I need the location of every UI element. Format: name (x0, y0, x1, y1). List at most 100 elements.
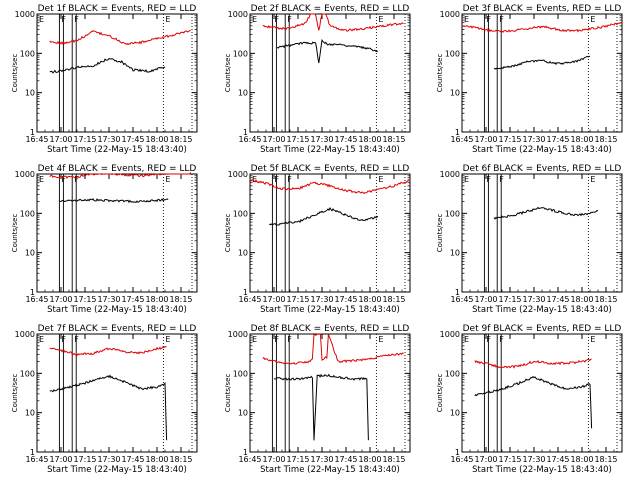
x-tick-label: 17:45 (121, 135, 144, 144)
y-axis-label: Counts/sec (11, 54, 19, 93)
x-tick-label: 16:45 (25, 135, 48, 144)
x-tick-label: 18:00 (358, 295, 381, 304)
plot-frame (461, 13, 623, 133)
x-tick-label: 17:15 (286, 455, 309, 464)
y-tick-label: 10 (450, 249, 460, 258)
y-tick-label: 100 (445, 209, 460, 218)
x-tick-label: 17:00 (262, 295, 285, 304)
x-tick-label: 18:15 (382, 295, 405, 304)
x-axis-label: Start Time (22-May-15 18:43:40) (260, 145, 400, 155)
x-axis-label: Start Time (22-May-15 18:43:40) (47, 305, 187, 315)
x-tick-label: 17:45 (121, 295, 144, 304)
marker-label-f: F (274, 15, 279, 24)
marker-label-f: F (74, 175, 79, 184)
x-tick-label: 17:00 (49, 295, 72, 304)
x-tick-label: 17:15 (73, 455, 96, 464)
y-axis-label: Counts/sec (436, 214, 444, 253)
y-tick-label: 1 (243, 288, 248, 297)
panel-title: Det 2f BLACK = Events, RED = LLD (251, 4, 410, 14)
y-tick-label: 1 (30, 128, 35, 137)
x-tick-label: 17:30 (310, 135, 333, 144)
y-tick-label: 1000 (440, 170, 460, 179)
x-tick-label: 17:45 (334, 455, 357, 464)
y-tick-label: 100 (20, 369, 35, 378)
marker-label-e: E (39, 175, 44, 184)
panel-title: Det 7f BLACK = Events, RED = LLD (38, 324, 197, 334)
plot-frame (36, 173, 198, 293)
x-tick-label: 17:30 (522, 135, 545, 144)
x-axis-label: Start Time (22-May-15 18:43:40) (472, 305, 612, 315)
panel-det-5: Det 5f BLACK = Events, RED = LLD 1 10 100 10… (224, 164, 411, 315)
x-tick-label: 17:30 (97, 135, 120, 144)
x-tick-label: 17:00 (474, 135, 497, 144)
marker-label-f: F (287, 175, 292, 184)
panel-det-2: Det 2f BLACK = Events, RED = LLD 1 10 100 10… (224, 4, 411, 155)
panel-det-4: Det 4f BLACK = Events, RED = LLD 1 10 100 10… (11, 164, 198, 315)
series-events-line (59, 198, 169, 204)
marker-label-e: E (252, 15, 257, 24)
series-lld-line (49, 172, 192, 180)
x-tick-label: 18:00 (570, 455, 593, 464)
y-axis-label: Counts/sec (436, 374, 444, 413)
panel-title: Det 6f BLACK = Events, RED = LLD (463, 164, 622, 174)
panel-title: Det 8f BLACK = Events, RED = LLD (251, 324, 410, 334)
series-lld-line (249, 179, 411, 195)
x-tick-label: 16:45 (238, 135, 261, 144)
plot-frame (461, 173, 623, 293)
marker-label-f: F (61, 15, 66, 24)
y-tick-label: 10 (238, 249, 248, 258)
x-tick-label: 17:15 (286, 295, 309, 304)
x-tick-label: 17:45 (546, 295, 569, 304)
marker-label-e: E (39, 15, 44, 24)
marker-label-f: F (499, 335, 504, 344)
y-tick-label: 1 (30, 288, 35, 297)
series-lld-line (49, 345, 167, 357)
y-tick-label: 1000 (228, 170, 248, 179)
x-tick-label: 17:00 (262, 135, 285, 144)
x-tick-label: 18:15 (382, 455, 405, 464)
x-tick-label: 17:30 (97, 455, 120, 464)
y-tick-label: 10 (450, 409, 460, 418)
x-axis-label: Start Time (22-May-15 18:43:40) (47, 145, 187, 155)
y-tick-label: 100 (233, 369, 248, 378)
x-tick-label: 16:45 (25, 455, 48, 464)
x-tick-label: 18:00 (570, 295, 593, 304)
y-tick-label: 1000 (440, 330, 460, 339)
x-tick-label: 16:45 (450, 135, 473, 144)
marker-label-f: F (61, 175, 66, 184)
y-tick-label: 1 (30, 448, 35, 457)
series-lld-line (474, 358, 592, 369)
marker-label-f: F (287, 335, 292, 344)
plot-frame (249, 333, 411, 453)
x-tick-label: 17:15 (286, 135, 309, 144)
panel-det-7: Det 7f BLACK = Events, RED = LLD 1 10 100 10… (11, 324, 198, 475)
marker-label-e: E (590, 335, 595, 344)
series-events-line (276, 38, 379, 64)
x-tick-label: 18:00 (145, 295, 168, 304)
marker-label-e: E (590, 15, 595, 24)
x-tick-label: 17:30 (522, 295, 545, 304)
x-tick-label: 16:45 (450, 455, 473, 464)
x-tick-label: 18:15 (594, 455, 617, 464)
marker-label-e: E (165, 175, 170, 184)
series-lld-line (49, 30, 191, 46)
x-tick-label: 17:00 (49, 135, 72, 144)
x-tick-label: 18:00 (358, 135, 381, 144)
marker-label-e: E (165, 335, 170, 344)
marker-label-f: F (74, 335, 79, 344)
plot-frame (249, 173, 411, 293)
series-events-line (268, 206, 379, 226)
series-events-line (49, 58, 166, 74)
x-tick-label: 18:15 (594, 295, 617, 304)
x-tick-label: 17:30 (310, 455, 333, 464)
panel-title: Det 3f BLACK = Events, RED = LLD (463, 4, 622, 14)
x-tick-label: 18:15 (169, 295, 192, 304)
marker-label-e: E (464, 15, 469, 24)
marker-label-e: E (252, 335, 257, 344)
x-tick-label: 16:45 (25, 295, 48, 304)
x-tick-label: 18:15 (169, 135, 192, 144)
y-tick-label: 10 (450, 89, 460, 98)
x-axis-label: Start Time (22-May-15 18:43:40) (472, 465, 612, 475)
x-tick-label: 18:00 (570, 135, 593, 144)
x-tick-label: 18:00 (145, 135, 168, 144)
